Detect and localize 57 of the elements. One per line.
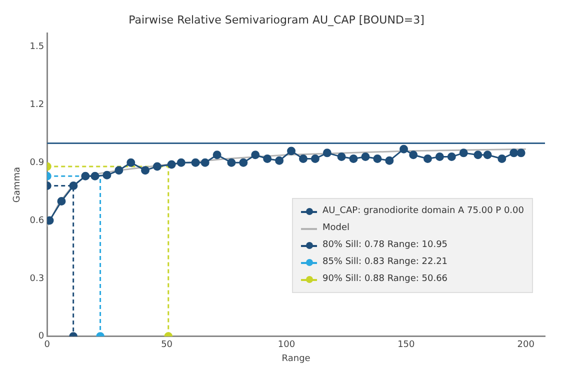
y-tick-label: 0.3 bbox=[30, 274, 44, 284]
point bbox=[287, 146, 296, 156]
point bbox=[516, 148, 526, 158]
point bbox=[510, 148, 518, 158]
point bbox=[191, 158, 200, 167]
point bbox=[459, 148, 468, 158]
point bbox=[212, 150, 222, 160]
legend-label: 90% Sill: 0.88 Range: 50.66 bbox=[322, 273, 448, 286]
point bbox=[447, 152, 456, 162]
legend-label: Model bbox=[322, 222, 350, 235]
point bbox=[483, 150, 492, 160]
point bbox=[275, 156, 284, 165]
y-tick-label: 1.5 bbox=[30, 42, 44, 52]
point bbox=[322, 148, 332, 158]
x-tick-label: 150 bbox=[398, 340, 416, 350]
point bbox=[474, 150, 482, 160]
point bbox=[200, 158, 210, 167]
point bbox=[57, 196, 66, 206]
y-tick-label: 0.6 bbox=[30, 216, 44, 226]
point bbox=[81, 172, 90, 180]
point bbox=[385, 156, 394, 165]
point bbox=[400, 144, 408, 154]
point bbox=[227, 158, 236, 167]
point bbox=[251, 150, 260, 160]
point bbox=[498, 154, 506, 163]
x-axis-title: Range bbox=[282, 354, 311, 364]
point bbox=[310, 154, 320, 163]
y-axis-title: Gamma bbox=[12, 167, 23, 203]
y-tick-label: 0.9 bbox=[30, 158, 44, 168]
legend-label: 80% Sill: 0.78 Range: 10.95 bbox=[322, 239, 448, 252]
point bbox=[263, 154, 272, 163]
legend-label: AU_CAP: granodiorite domain A 75.00 P 0.00 bbox=[322, 205, 524, 218]
x-tick-label: 100 bbox=[278, 340, 296, 350]
point bbox=[126, 158, 136, 167]
point bbox=[239, 158, 248, 167]
point bbox=[423, 154, 432, 163]
point bbox=[114, 166, 124, 175]
x-tick-label: 50 bbox=[161, 340, 173, 350]
point bbox=[337, 152, 346, 162]
point bbox=[373, 154, 382, 163]
point bbox=[69, 182, 78, 190]
x-tick-label: 200 bbox=[517, 340, 535, 350]
y-tick-label: 1.2 bbox=[30, 100, 44, 110]
point bbox=[409, 150, 418, 160]
point bbox=[435, 152, 444, 162]
point bbox=[102, 170, 112, 180]
point bbox=[349, 154, 358, 163]
legend-label: 85% Sill: 0.83 Range: 22.21 bbox=[322, 256, 448, 269]
chart-title: Pairwise Relative Semivariogram AU_CAP [BOUND=3] bbox=[128, 13, 424, 26]
point bbox=[141, 166, 150, 175]
point bbox=[298, 154, 308, 163]
point bbox=[167, 160, 176, 169]
point bbox=[176, 158, 186, 167]
point bbox=[90, 172, 100, 180]
y-tick-label: 0 bbox=[38, 332, 44, 342]
point bbox=[361, 152, 370, 162]
point bbox=[152, 162, 162, 171]
